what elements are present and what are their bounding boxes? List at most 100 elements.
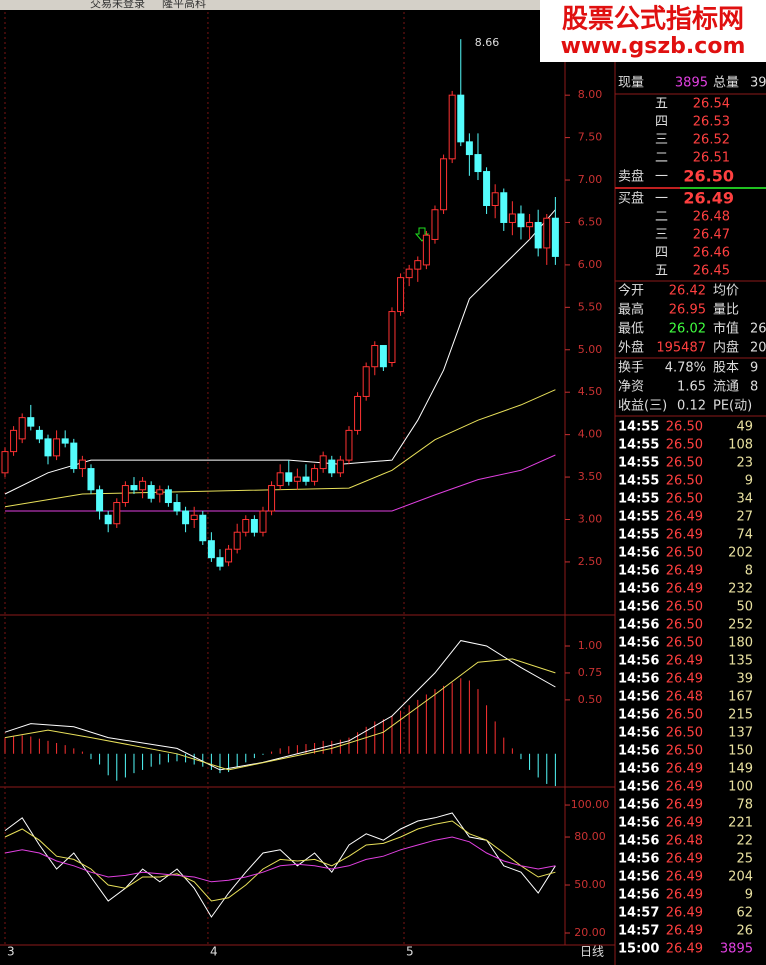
y-tick-label: 5.00 — [578, 343, 603, 356]
top-strip — [0, 0, 766, 10]
tick-time: 14:56 — [618, 780, 659, 795]
candle-body — [1, 451, 9, 474]
tick-volume: 215 — [728, 708, 753, 723]
y-tick-label: 3.00 — [578, 512, 603, 525]
tick-volume: 25 — [736, 852, 753, 867]
candle-body — [397, 277, 405, 313]
tick-price: 26.49 — [666, 942, 703, 957]
candle-body — [250, 518, 258, 533]
level-price: 26.52 — [693, 133, 730, 148]
stat-label: 最低 — [618, 322, 644, 337]
period-label: 日线 — [580, 945, 604, 959]
tick-volume: 202 — [728, 546, 753, 561]
tick-time: 14:56 — [618, 798, 659, 813]
candle-body — [500, 192, 508, 223]
side-label: 买盘 — [618, 191, 644, 207]
tick-time: 14:56 — [618, 870, 659, 885]
tick-volume: 34 — [736, 492, 753, 507]
tick-time: 14:56 — [618, 618, 659, 633]
candle-body — [268, 485, 276, 512]
tick-time: 14:56 — [618, 636, 659, 651]
stat-label: 流通 — [713, 380, 739, 395]
tick-time: 14:56 — [618, 690, 659, 705]
tick-price: 26.49 — [666, 672, 703, 687]
tick-price: 26.49 — [666, 816, 703, 831]
tick-price: 26.50 — [666, 438, 703, 453]
y-tick-label: 5.50 — [578, 300, 603, 313]
candle-body — [190, 514, 198, 520]
candle-body — [448, 94, 456, 160]
candle-body — [173, 502, 181, 512]
level-label: 一 — [655, 192, 668, 207]
candle-body — [405, 268, 413, 279]
candle-body — [440, 158, 448, 211]
tick-price: 26.50 — [666, 726, 703, 741]
candle-body — [354, 395, 362, 431]
candle-body — [431, 209, 439, 240]
indicator-line — [4, 820, 556, 902]
value: 39 — [750, 76, 766, 91]
tick-time: 14:55 — [618, 510, 659, 525]
level-label: 二 — [655, 210, 668, 225]
tick-volume: 39 — [736, 672, 753, 687]
candle-body — [302, 476, 310, 482]
y-tick-label: 6.00 — [578, 258, 603, 271]
tick-time: 14:56 — [618, 582, 659, 597]
tick-price: 26.49 — [666, 870, 703, 885]
tick-volume: 78 — [736, 798, 753, 813]
tick-price: 26.49 — [666, 762, 703, 777]
candle-body — [259, 510, 267, 533]
candle-body — [543, 217, 551, 249]
candle-body — [78, 459, 86, 470]
candle-body — [422, 234, 430, 266]
level-price: 26.51 — [693, 151, 730, 166]
tick-time: 14:56 — [618, 708, 659, 723]
x-tick-label: 4 — [210, 945, 218, 959]
tick-time: 14:57 — [618, 924, 659, 939]
stat-value: 20 — [750, 341, 766, 356]
candle-body — [345, 429, 353, 461]
level-price: 26.53 — [693, 115, 730, 130]
tick-volume: 108 — [728, 438, 753, 453]
tick-time: 14:56 — [618, 546, 659, 561]
stat-value: 0.12 — [677, 399, 706, 414]
tick-time: 14:56 — [618, 564, 659, 579]
tick-volume: 252 — [728, 618, 753, 633]
stat-value: 26.02 — [669, 322, 706, 337]
stat-label: 换手 — [618, 361, 644, 376]
candle-body — [328, 459, 336, 474]
candle-body — [61, 438, 69, 444]
candle-body — [336, 459, 344, 474]
y-tick-label: 1.00 — [578, 639, 603, 652]
status: 交易未登录 — [90, 0, 145, 10]
candle-body — [526, 221, 534, 228]
tick-time: 14:55 — [618, 474, 659, 489]
watermark-url: www.gszb.com — [561, 34, 746, 59]
tick-time: 15:00 — [618, 942, 659, 957]
tick-volume: 135 — [728, 654, 753, 669]
stat-label: 最高 — [618, 302, 644, 318]
stat-label: 外盘 — [618, 340, 644, 356]
candle-body — [457, 94, 465, 143]
tick-price: 26.49 — [666, 780, 703, 795]
tick-volume: 149 — [728, 762, 753, 777]
tick-time: 14:56 — [618, 654, 659, 669]
stat-value: 4.78% — [665, 361, 706, 376]
y-tick-label: 4.00 — [578, 428, 603, 441]
level-label: 三 — [655, 228, 668, 243]
indicator-line — [4, 836, 556, 883]
level-price: 26.54 — [693, 97, 730, 112]
tick-volume: 167 — [728, 690, 753, 705]
candle-body — [414, 260, 422, 270]
y-tick-label: 7.00 — [578, 173, 603, 186]
tick-price: 26.49 — [666, 582, 703, 597]
stat-value: 1.65 — [677, 380, 706, 395]
stat-label: 收益(三) — [618, 399, 667, 414]
tick-price: 26.49 — [666, 654, 703, 669]
candle-body — [199, 514, 207, 542]
candle-body — [44, 438, 52, 457]
stat-label: 内盘 — [713, 340, 739, 356]
candle-body — [508, 213, 516, 223]
candle-body — [96, 489, 104, 512]
y-tick-label: 20.00 — [574, 926, 606, 939]
